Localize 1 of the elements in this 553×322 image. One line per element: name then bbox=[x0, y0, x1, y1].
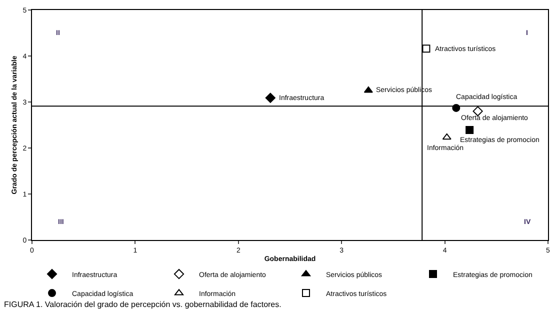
text: FIGURA 1. Valoración del grado de percepción vs. gobernabilidad de factores. bbox=[4, 300, 282, 309]
